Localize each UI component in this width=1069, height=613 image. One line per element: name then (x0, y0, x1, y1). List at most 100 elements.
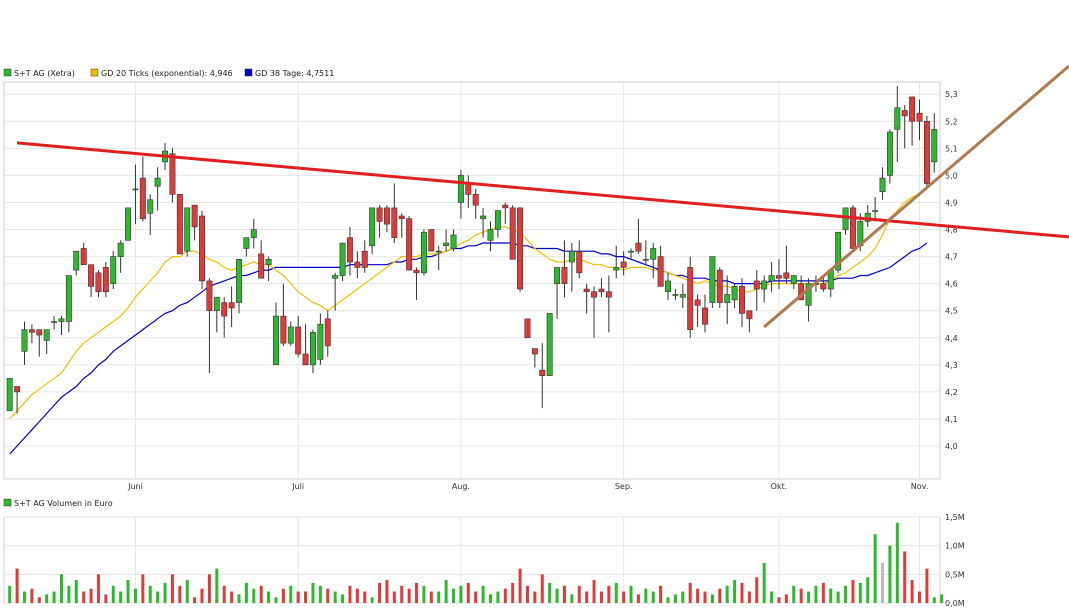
candle-body (184, 207, 191, 252)
candle (428, 229, 435, 252)
candle-body (842, 207, 849, 230)
candle (199, 210, 205, 290)
candle (931, 113, 938, 173)
candle-body (139, 177, 146, 219)
candle-body (102, 267, 109, 293)
volume-bar (222, 585, 226, 603)
candle (213, 296, 220, 333)
candle-body (724, 294, 731, 303)
candle (886, 129, 893, 184)
candle-body (849, 207, 856, 249)
candle (206, 278, 213, 373)
candle-body (14, 386, 21, 393)
candle-body (332, 275, 339, 279)
candle-body (480, 215, 487, 219)
volume-bar (141, 574, 145, 603)
candle (14, 386, 21, 414)
candle-body (65, 275, 72, 322)
volume-bar (548, 582, 552, 603)
candle-body (524, 318, 531, 339)
price-tick-label: 5,1 (945, 144, 958, 153)
candle-body (909, 96, 916, 122)
candle (546, 313, 553, 376)
volume-plot-frame (3, 516, 941, 604)
candle-body (125, 207, 132, 241)
candle-body (916, 112, 923, 122)
volume-bar (666, 597, 670, 603)
volume-bar (215, 568, 219, 603)
volume-bar (688, 582, 692, 603)
candle-body (731, 286, 738, 301)
price-tick-label: 4,5 (945, 307, 958, 316)
candle (324, 310, 331, 357)
candle-body (494, 210, 501, 230)
candle-body (6, 378, 13, 412)
volume-bar (156, 591, 160, 603)
candle (369, 207, 376, 254)
candle (28, 324, 35, 344)
candle (228, 286, 235, 327)
candle-body (761, 280, 768, 290)
candle-body (435, 250, 442, 253)
candle-body (250, 229, 257, 238)
volume-bar (858, 582, 862, 603)
volume-bar (400, 585, 404, 603)
candle-body (443, 242, 450, 247)
volume-bar (466, 582, 470, 603)
volume-bar (540, 574, 544, 603)
candle (517, 207, 524, 292)
candle-body (531, 348, 538, 355)
volume-bar (762, 562, 766, 603)
volume-bar (918, 591, 922, 603)
candle-body (228, 302, 235, 309)
ema-20-line (9, 188, 928, 420)
volume-bar (148, 585, 152, 603)
candle (435, 245, 442, 271)
volume-bar (459, 585, 463, 603)
volume-bar (599, 591, 603, 603)
volume-tick-label: 0,0M (945, 599, 965, 608)
volume-bar (207, 574, 211, 603)
candle (591, 286, 598, 338)
volume-bar (518, 568, 522, 603)
candle (310, 329, 316, 373)
candle (753, 270, 760, 311)
volume-bar (533, 591, 537, 603)
volume-bar (888, 545, 892, 603)
candle-body (642, 258, 649, 261)
volume-bar (111, 585, 115, 603)
candle (102, 261, 109, 298)
candle (125, 207, 132, 241)
candle-body (169, 153, 176, 195)
candle-body (376, 207, 383, 222)
price-tick-label: 4,2 (945, 388, 958, 397)
candle-body (635, 242, 642, 252)
volume-bar (22, 591, 26, 603)
candle (598, 278, 605, 298)
candle (554, 267, 561, 319)
candle-body (147, 199, 154, 214)
candle-body (80, 248, 87, 265)
volume-bar (681, 591, 685, 603)
candle-body (287, 326, 294, 344)
candle-body (679, 294, 686, 298)
candle-body (687, 267, 694, 330)
candle (842, 207, 849, 235)
volume-bar (304, 591, 308, 603)
candle (88, 264, 95, 298)
candle-body (369, 207, 376, 247)
candle-body (110, 256, 117, 284)
candle-body (561, 267, 568, 284)
candle-body (465, 183, 472, 195)
volume-legend-label: S+T AG Volumen in Euro (14, 499, 113, 508)
price-tick-label: 4,9 (945, 198, 958, 207)
volume-bar (474, 591, 478, 603)
candle (665, 272, 671, 300)
candle (176, 194, 183, 255)
candle-body (383, 207, 390, 225)
price-plot-frame (3, 81, 941, 480)
volume-bar (614, 582, 618, 603)
candle (413, 267, 420, 300)
volume-bar (747, 591, 751, 603)
volume-bar (200, 588, 204, 603)
